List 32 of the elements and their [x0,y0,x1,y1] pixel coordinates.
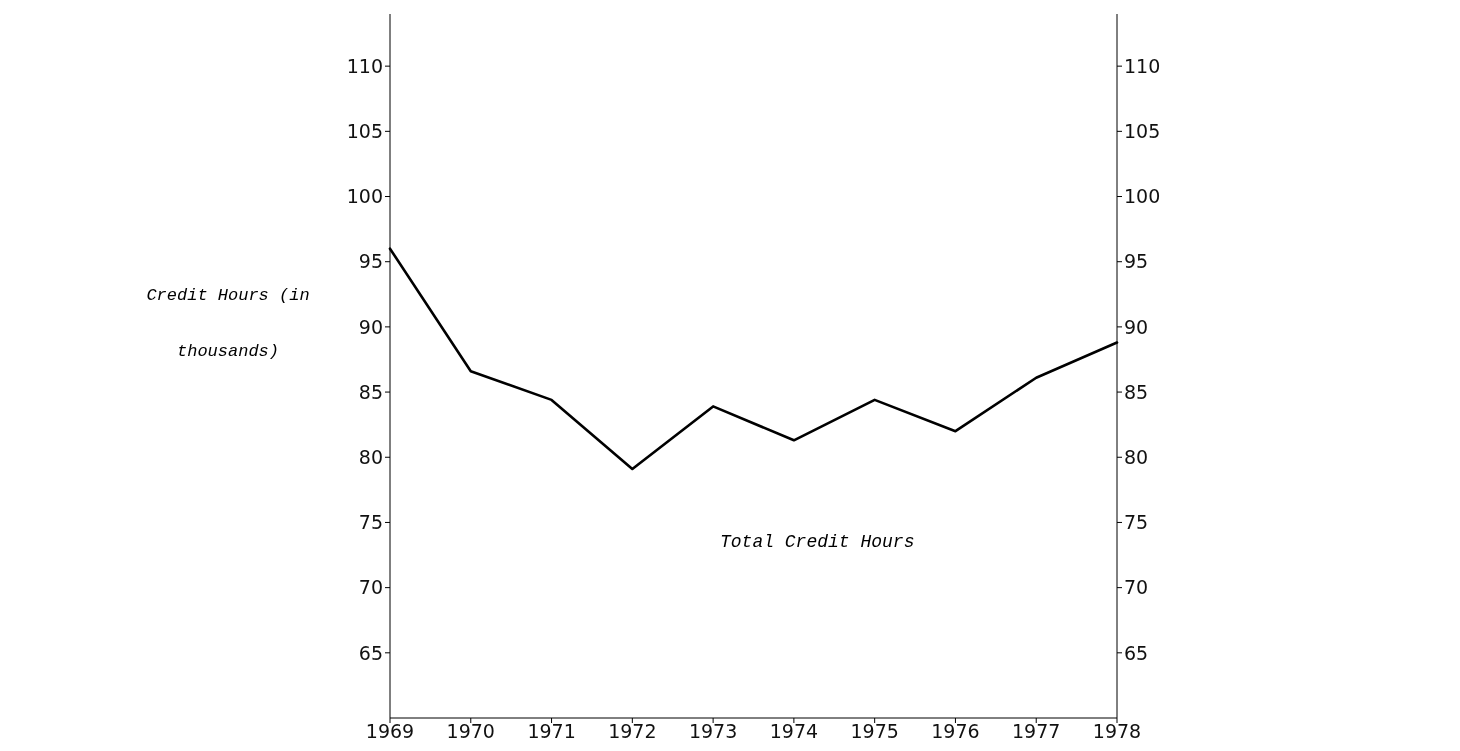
y2-tick-label: 110 [1124,54,1161,77]
y-tick-label: 90 [358,315,383,338]
y2-tick-label: 65 [1124,641,1149,664]
x-tick-label: 1977 [1012,720,1061,743]
y2-tick-label: 105 [1124,120,1161,143]
y-tick-label: 80 [358,446,383,468]
y2-tick-label: 90 [1124,315,1149,338]
y-tick-label: 85 [358,380,383,403]
x-tick-label: 1975 [850,720,899,743]
y-tick-label: 70 [358,576,383,599]
y2-tick-label: 95 [1124,250,1149,273]
text: Total Credit Hours [720,532,915,552]
x-tick-label: 1974 [769,720,819,743]
x-tick-label: 1978 [1092,720,1142,743]
y2-tick-label: 85 [1124,380,1149,403]
y2-tick-label: 70 [1124,576,1149,599]
x-tick-label: 1972 [608,720,657,743]
y-tick-label: 95 [358,250,383,273]
x-tick-label: 1969 [365,720,415,743]
x-tick-label: 1973 [688,720,738,743]
y-tick-label: 105 [346,120,383,143]
y-tick-label: 65 [358,641,383,664]
y-tick-label: 75 [358,511,383,534]
x-tick-label: 1970 [446,720,495,743]
x-tick-label: 1971 [527,720,576,743]
y-tick-label: 100 [346,185,383,208]
x-tick-label: 1976 [931,720,980,743]
y2-tick-label: 75 [1124,511,1149,534]
y2-tick-label: 100 [1124,185,1161,208]
y-tick-label: 110 [346,54,383,77]
text: Credit Hours (in thousands) [146,286,310,361]
y2-tick-label: 80 [1124,446,1149,468]
